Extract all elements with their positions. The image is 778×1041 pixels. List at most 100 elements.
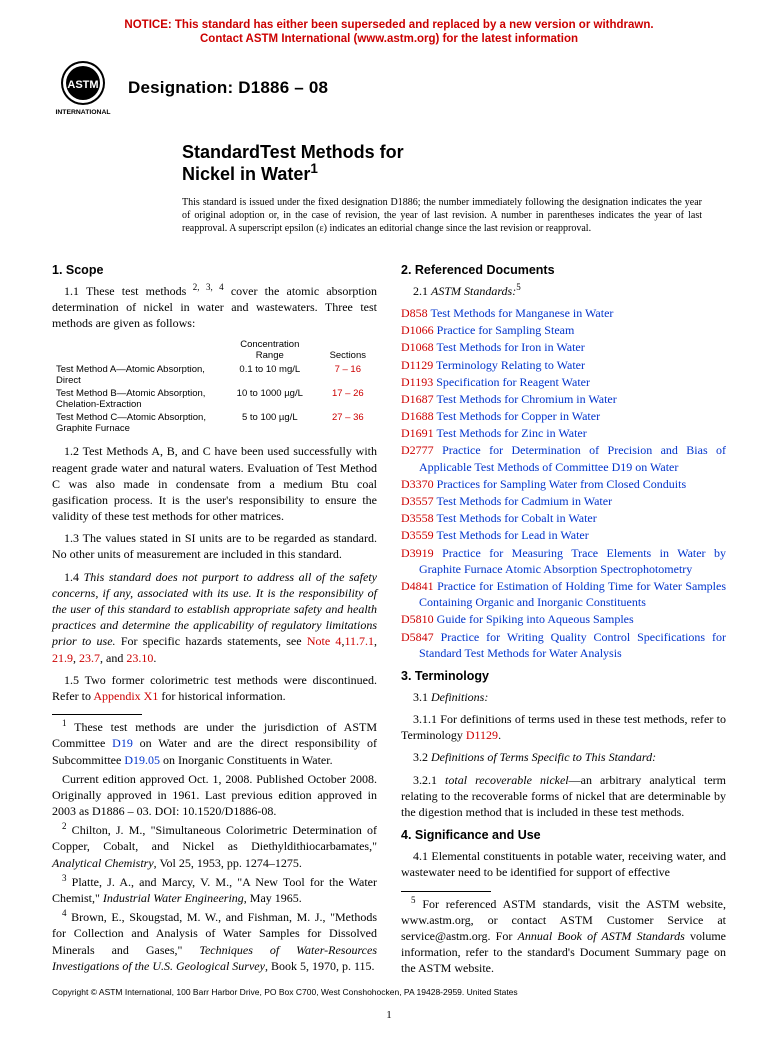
copyright-line: Copyright © ASTM International, 100 Barr…: [52, 987, 518, 997]
method-cell: Test Method C—Atomic Absorption, Graphit…: [52, 411, 221, 435]
ref-code[interactable]: D858: [401, 306, 428, 320]
para-3-1-1: 3.1.1 For definitions of terms used in t…: [401, 711, 726, 743]
ref-title[interactable]: Test Methods for Iron in Water: [436, 340, 584, 354]
notice-line-2: Contact ASTM International (www.astm.org…: [200, 33, 578, 45]
ref-title[interactable]: Test Methods for Cadmium in Water: [436, 494, 612, 508]
ref-item: D4841 Practice for Estimation of Holding…: [401, 578, 726, 610]
para-3-1: 3.1 Definitions:: [401, 689, 726, 705]
tbl-head-range: ConcentrationRange: [221, 337, 319, 363]
title-footnote-ref: 1: [310, 161, 318, 176]
ref-item: D3557 Test Methods for Cadmium in Water: [401, 493, 726, 509]
hazard-link[interactable]: 21.9: [52, 651, 73, 665]
ref-code[interactable]: D5847: [401, 630, 434, 644]
main-columns: 1. Scope 1.1 These test methods 2, 3, 4 …: [52, 255, 726, 980]
footnote-rule-right: [401, 891, 491, 892]
sections-link[interactable]: 17 – 26: [319, 387, 377, 411]
referenced-documents-list: D858 Test Methods for Manganese in Water…: [401, 305, 726, 661]
ref-item: D3558 Test Methods for Cobalt in Water: [401, 510, 726, 526]
para-1-3: 1.3 The values stated in SI units are to…: [52, 530, 377, 562]
page: NOTICE: This standard has either been su…: [0, 0, 778, 1041]
link-d1129[interactable]: D1129: [466, 728, 498, 742]
ref-code[interactable]: D1193: [401, 375, 433, 389]
ref-title[interactable]: Test Methods for Cobalt in Water: [436, 511, 596, 525]
footnotes-left: 1 These test methods are under the juris…: [52, 719, 377, 974]
ref-title[interactable]: Terminology Relating to Water: [436, 358, 585, 372]
footnotes-right: 5 For referenced ASTM standards, visit t…: [401, 896, 726, 977]
hazard-link[interactable]: Note 4: [307, 634, 342, 648]
link-d19[interactable]: D19: [112, 736, 133, 750]
ref-title[interactable]: Test Methods for Chromium in Water: [436, 392, 616, 406]
ref-code[interactable]: D3370: [401, 477, 434, 491]
ref-title[interactable]: Practice for Sampling Steam: [437, 323, 575, 337]
para-1-4: 1.4 This standard does not purport to ad…: [52, 569, 377, 666]
ref-item: D2777 Practice for Determination of Prec…: [401, 442, 726, 474]
para-3-2: 3.2 Definitions of Terms Specific to Thi…: [401, 749, 726, 765]
document-title: StandardTest Methods for Nickel in Water…: [182, 141, 726, 186]
methods-table: ConcentrationRange Sections Test Method …: [52, 337, 377, 435]
ref-title[interactable]: Practice for Measuring Trace Elements in…: [419, 546, 726, 576]
ref-item: D3559 Test Methods for Lead in Water: [401, 527, 726, 543]
ref-item: D1066 Practice for Sampling Steam: [401, 322, 726, 338]
appendix-link[interactable]: Appendix X1: [93, 689, 158, 703]
tbl-head-empty: [52, 337, 221, 363]
tbl-head-sections: Sections: [319, 337, 377, 363]
ref-code[interactable]: D3559: [401, 528, 434, 542]
ref-code[interactable]: D1691: [401, 426, 434, 440]
para-3-2-1: 3.2.1 total recoverable nickel—an arbitr…: [401, 772, 726, 821]
para-2-1: 2.1 ASTM Standards:5: [401, 283, 726, 299]
page-number: 1: [0, 1009, 778, 1021]
designation: Designation: D1886 – 08: [128, 78, 328, 98]
hazard-link[interactable]: 11.7.1: [344, 634, 374, 648]
ref-title[interactable]: Practice for Determination of Precision …: [419, 443, 726, 473]
range-cell: 0.1 to 10 mg/L: [221, 363, 319, 387]
ref-code[interactable]: D2777: [401, 443, 434, 457]
header: ASTM INTERNATIONAL Designation: D1886 – …: [52, 57, 726, 119]
ref-title[interactable]: Practices for Sampling Water from Closed…: [437, 477, 686, 491]
ref-code[interactable]: D1066: [401, 323, 434, 337]
ref-title[interactable]: Test Methods for Manganese in Water: [430, 306, 613, 320]
para-1-2: 1.2 Test Methods A, B, and C have been u…: [52, 443, 377, 524]
para-1-5: 1.5 Two former colorimetric test methods…: [52, 672, 377, 704]
ref-code[interactable]: D5810: [401, 612, 434, 626]
ref-item: D5810 Guide for Spiking into Aqueous Sam…: [401, 611, 726, 627]
ref-title[interactable]: Practice for Estimation of Holding Time …: [419, 579, 726, 609]
ref-code[interactable]: D1687: [401, 392, 434, 406]
ref-title[interactable]: Specification for Reagent Water: [436, 375, 590, 389]
ref-code[interactable]: D1129: [401, 358, 433, 372]
ref-item: D1687 Test Methods for Chromium in Water: [401, 391, 726, 407]
ref-item: D3919 Practice for Measuring Trace Eleme…: [401, 545, 726, 577]
hazard-link[interactable]: 23.7: [79, 651, 100, 665]
ref-title[interactable]: Test Methods for Lead in Water: [436, 528, 588, 542]
ref-title[interactable]: Test Methods for Zinc in Water: [436, 426, 586, 440]
left-column: 1. Scope 1.1 These test methods 2, 3, 4 …: [52, 255, 377, 980]
svg-text:ASTM: ASTM: [67, 79, 98, 91]
table-row: Test Method C—Atomic Absorption, Graphit…: [52, 411, 377, 435]
footnote-5: 5 For referenced ASTM standards, visit t…: [401, 896, 726, 977]
ref-code[interactable]: D3919: [401, 546, 434, 560]
ref-code[interactable]: D4841: [401, 579, 434, 593]
title-line-2: Nickel in Water: [182, 164, 310, 184]
ref-item: D1068 Test Methods for Iron in Water: [401, 339, 726, 355]
para-4-1: 4.1 Elemental constituents in potable wa…: [401, 848, 726, 880]
footnote-4: 4 Brown, E., Skougstad, M. W., and Fishm…: [52, 909, 377, 974]
sections-link[interactable]: 7 – 16: [319, 363, 377, 387]
notice-line-1: NOTICE: This standard has either been su…: [124, 19, 653, 31]
range-cell: 5 to 100 µg/L: [221, 411, 319, 435]
ref-code[interactable]: D3558: [401, 511, 434, 525]
ref-item: D1193 Specification for Reagent Water: [401, 374, 726, 390]
link-d19-05[interactable]: D19.05: [124, 753, 160, 767]
para-1-1: 1.1 These test methods 2, 3, 4 cover the…: [52, 283, 377, 332]
sections-link[interactable]: 27 – 36: [319, 411, 377, 435]
notice-banner: NOTICE: This standard has either been su…: [52, 18, 726, 47]
ref-title[interactable]: Test Methods for Copper in Water: [436, 409, 600, 423]
ref-item: D1691 Test Methods for Zinc in Water: [401, 425, 726, 441]
issuance-note: This standard is issued under the fixed …: [182, 196, 702, 235]
hazard-link[interactable]: 23.10: [126, 651, 153, 665]
footnote-2: 2 Chilton, J. M., "Simultaneous Colorime…: [52, 822, 377, 871]
ref-code[interactable]: D1068: [401, 340, 434, 354]
ref-code[interactable]: D1688: [401, 409, 434, 423]
ref-title[interactable]: Practice for Writing Quality Control Spe…: [419, 630, 726, 660]
ref-title[interactable]: Guide for Spiking into Aqueous Samples: [437, 612, 634, 626]
ref-item: D5847 Practice for Writing Quality Contr…: [401, 629, 726, 661]
ref-code[interactable]: D3557: [401, 494, 434, 508]
